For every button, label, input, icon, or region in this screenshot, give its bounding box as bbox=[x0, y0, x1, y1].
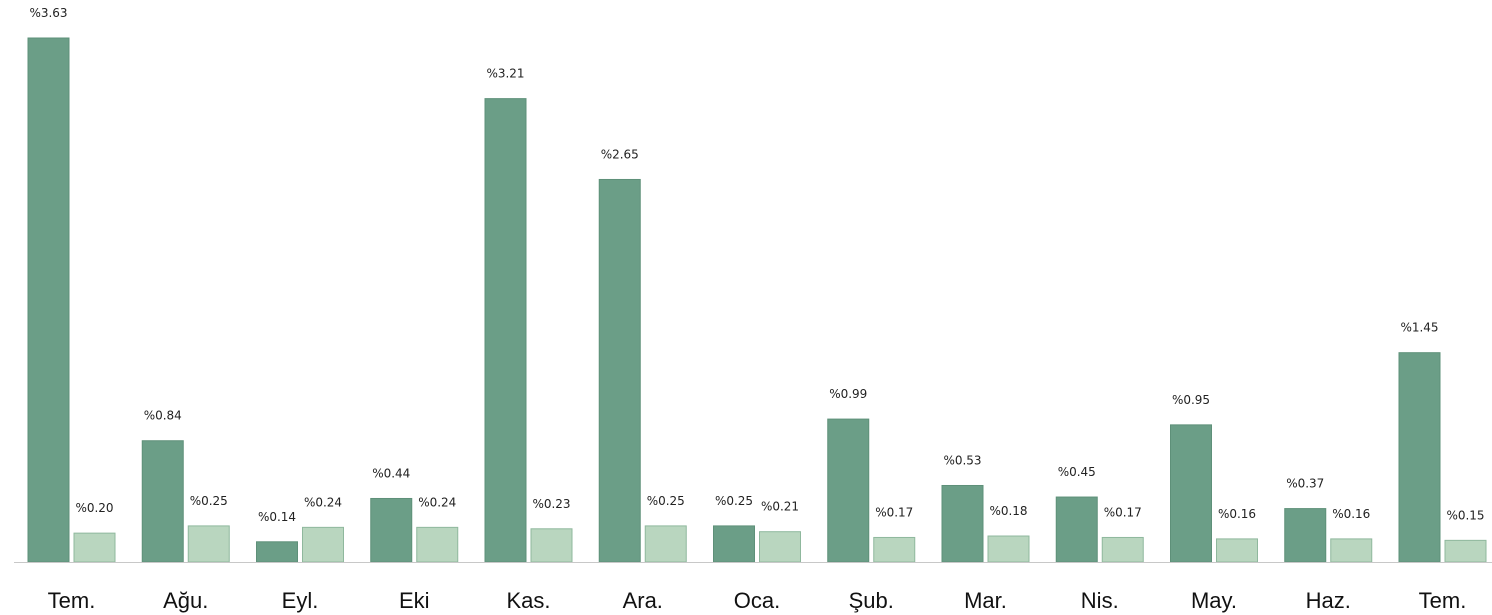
bar-series-1-2 bbox=[141, 440, 184, 563]
value-label-series-1-12: %0.37 bbox=[1286, 477, 1324, 491]
value-label-series-1-4: %0.44 bbox=[372, 466, 410, 480]
category-label-9: Mar. bbox=[964, 588, 1007, 613]
value-label-series-1-11: %0.95 bbox=[1172, 393, 1210, 407]
value-label-series-2-9: %0.18 bbox=[989, 504, 1027, 518]
bar-series-1-5 bbox=[484, 98, 527, 563]
category-label-12: Haz. bbox=[1306, 588, 1351, 613]
value-label-series-2-10: %0.17 bbox=[1104, 505, 1142, 519]
value-labels-layer: %3.63 %0.20 %0.84 %0.25 %0.14 %0.24 %0.44 %0.24… bbox=[29, 6, 1484, 524]
bar-series-2-10 bbox=[1101, 536, 1144, 563]
bar-series-1-12 bbox=[1284, 508, 1327, 563]
bar-series-2-5 bbox=[530, 528, 573, 563]
value-label-series-2-8: %0.17 bbox=[875, 505, 913, 519]
bar-series-1-10 bbox=[1055, 496, 1098, 563]
value-label-series-1-2: %0.84 bbox=[144, 409, 182, 423]
category-label-3: Eyl. bbox=[282, 588, 319, 613]
value-label-series-1-3: %0.14 bbox=[258, 510, 296, 524]
value-label-series-2-3: %0.24 bbox=[304, 495, 342, 509]
bar-series-2-4 bbox=[416, 526, 459, 563]
category-label-5: Kas. bbox=[506, 588, 550, 613]
value-label-series-2-11: %0.16 bbox=[1218, 507, 1256, 521]
bar-series-2-12 bbox=[1330, 538, 1373, 563]
bar-series-2-2 bbox=[187, 525, 230, 563]
bar-series-2-1 bbox=[73, 532, 116, 563]
bar-series-1-13 bbox=[1398, 352, 1441, 563]
value-label-series-2-13: %0.15 bbox=[1446, 508, 1484, 522]
category-label-7: Oca. bbox=[734, 588, 780, 613]
bar-series-1-7 bbox=[713, 525, 755, 563]
category-label-2: Ağu. bbox=[163, 588, 208, 613]
bar-series-2-9 bbox=[987, 535, 1030, 563]
value-label-series-1-5: %3.21 bbox=[486, 67, 524, 81]
value-label-series-2-12: %0.16 bbox=[1332, 507, 1370, 521]
value-label-series-1-7: %0.25 bbox=[715, 494, 753, 508]
value-label-series-2-1: %0.20 bbox=[75, 501, 113, 515]
bar-series-2-7 bbox=[759, 531, 801, 563]
category-label-13: Tem. bbox=[1419, 588, 1467, 613]
value-label-series-2-2: %0.25 bbox=[190, 494, 228, 508]
value-label-series-2-4: %0.24 bbox=[418, 495, 456, 509]
category-labels-layer: Tem. Ağu. Eyl. Eki Kas. Ara. Oca. Şub. Mar. Nis. M… bbox=[48, 588, 1467, 613]
value-label-series-2-6: %0.25 bbox=[647, 494, 685, 508]
value-label-series-1-8: %0.99 bbox=[829, 387, 867, 401]
value-label-series-1-1: %3.63 bbox=[29, 6, 67, 20]
bar-series-1-3 bbox=[256, 541, 298, 563]
category-label-6: Ara. bbox=[623, 588, 663, 613]
bars-layer bbox=[27, 37, 1487, 563]
bar-series-2-13 bbox=[1444, 539, 1487, 563]
category-label-8: Şub. bbox=[849, 588, 894, 613]
category-label-1: Tem. bbox=[48, 588, 96, 613]
value-label-series-1-6: %2.65 bbox=[601, 147, 639, 161]
bar-series-1-8 bbox=[827, 418, 870, 563]
bar-series-2-3 bbox=[302, 526, 344, 563]
category-label-10: Nis. bbox=[1081, 588, 1119, 613]
bar-series-1-11 bbox=[1170, 424, 1212, 563]
bar-series-1-1 bbox=[27, 37, 70, 563]
value-label-series-2-7: %0.21 bbox=[761, 500, 799, 514]
bar-series-2-8 bbox=[873, 536, 916, 563]
bar-series-2-11 bbox=[1216, 538, 1258, 563]
category-label-4: Eki bbox=[399, 588, 430, 613]
bar-series-2-6 bbox=[644, 525, 687, 563]
bar-series-1-4 bbox=[370, 497, 413, 563]
value-label-series-2-5: %0.23 bbox=[532, 497, 570, 511]
value-label-series-1-9: %0.53 bbox=[943, 453, 981, 467]
value-label-series-1-13: %1.45 bbox=[1400, 321, 1438, 335]
bar-series-1-9 bbox=[941, 484, 984, 563]
category-label-11: May. bbox=[1191, 588, 1237, 613]
bar-series-1-6 bbox=[598, 178, 641, 563]
value-label-series-1-10: %0.45 bbox=[1058, 465, 1096, 479]
